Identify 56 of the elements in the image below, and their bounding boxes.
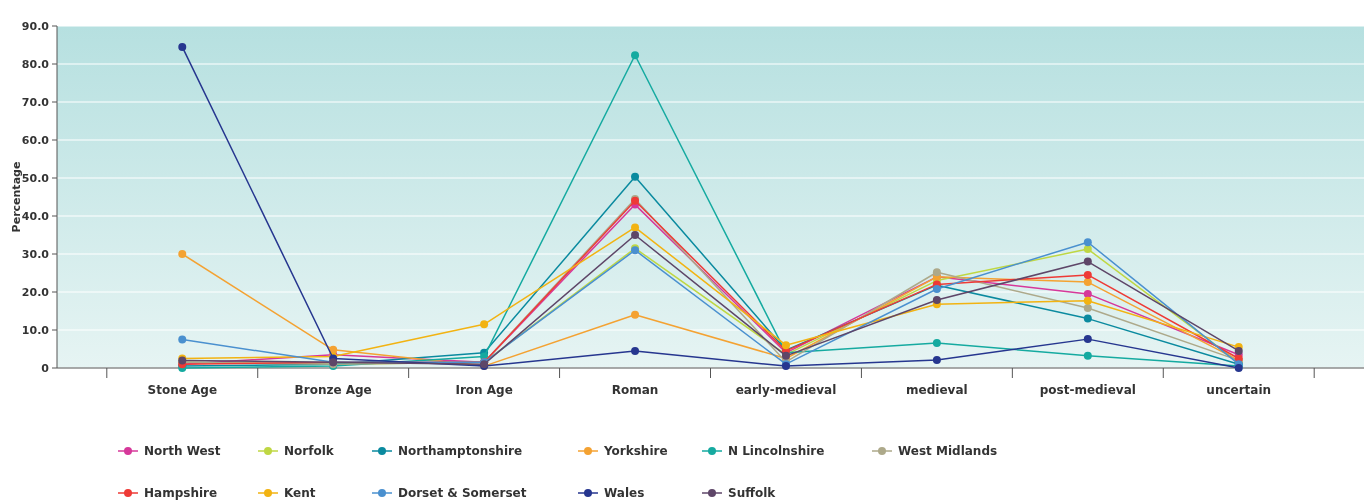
y-tick-label: 50.0	[21, 171, 50, 185]
legend-label: Suffolk	[728, 486, 777, 501]
legend-label: Kent	[284, 486, 316, 501]
x-tick-label: Roman	[611, 383, 659, 397]
point	[781, 341, 790, 350]
point	[631, 231, 640, 239]
point	[480, 320, 489, 329]
point	[631, 172, 640, 181]
legend-label: Hampshire	[144, 486, 218, 501]
y-tick-label: 60.0	[21, 133, 50, 147]
y-axis-title: Percentage	[10, 161, 23, 233]
point	[1083, 335, 1092, 344]
legend-label: Dorset & Somerset	[398, 486, 527, 501]
point	[1083, 351, 1092, 360]
point	[631, 346, 640, 355]
y-tick-label: 30.0	[21, 247, 50, 261]
y-tick-label: 10.0	[21, 323, 50, 337]
x-tick-label: medieval	[906, 383, 968, 397]
x-tick-label: early-medieval	[735, 383, 837, 397]
point	[1083, 314, 1092, 323]
point	[178, 250, 187, 258]
legend-label: West Midlands	[898, 444, 998, 459]
y-tick-label: 20.0	[21, 285, 50, 299]
x-tick-label: Stone Age	[147, 383, 218, 397]
point	[631, 223, 640, 232]
point	[178, 335, 187, 344]
point	[1083, 289, 1092, 298]
x-tick-label: Bronze Age	[294, 383, 372, 397]
point	[631, 310, 640, 319]
legend-label: N Lincolnshire	[728, 444, 825, 459]
y-tick-label: 90.0	[21, 19, 50, 33]
point	[1083, 270, 1092, 279]
point	[1083, 257, 1092, 266]
point	[1083, 245, 1092, 254]
point	[1083, 296, 1092, 305]
point	[932, 295, 941, 304]
y-tick-label: 80.0	[21, 57, 50, 71]
point	[178, 42, 187, 51]
y-tick-label: 70.0	[21, 95, 50, 109]
point	[631, 51, 640, 60]
legend-label: Yorkshire	[603, 444, 668, 459]
point	[932, 268, 941, 277]
point	[1083, 278, 1092, 287]
x-tick-label: uncertain	[1206, 383, 1272, 397]
point	[1083, 303, 1092, 312]
legend-label: Northamptonshire	[398, 444, 523, 459]
point	[1083, 238, 1092, 247]
y-tick-label: 40.0	[21, 209, 50, 223]
point	[932, 338, 941, 347]
legend-label: Norfolk	[284, 444, 335, 459]
x-tick-label: Iron Age	[455, 383, 513, 397]
legend-label: Wales	[604, 486, 645, 501]
legend-label: North West	[144, 444, 221, 459]
y-tick-label: 0	[41, 361, 50, 375]
x-tick-label: post-medieval	[1039, 383, 1136, 397]
point	[932, 356, 941, 365]
